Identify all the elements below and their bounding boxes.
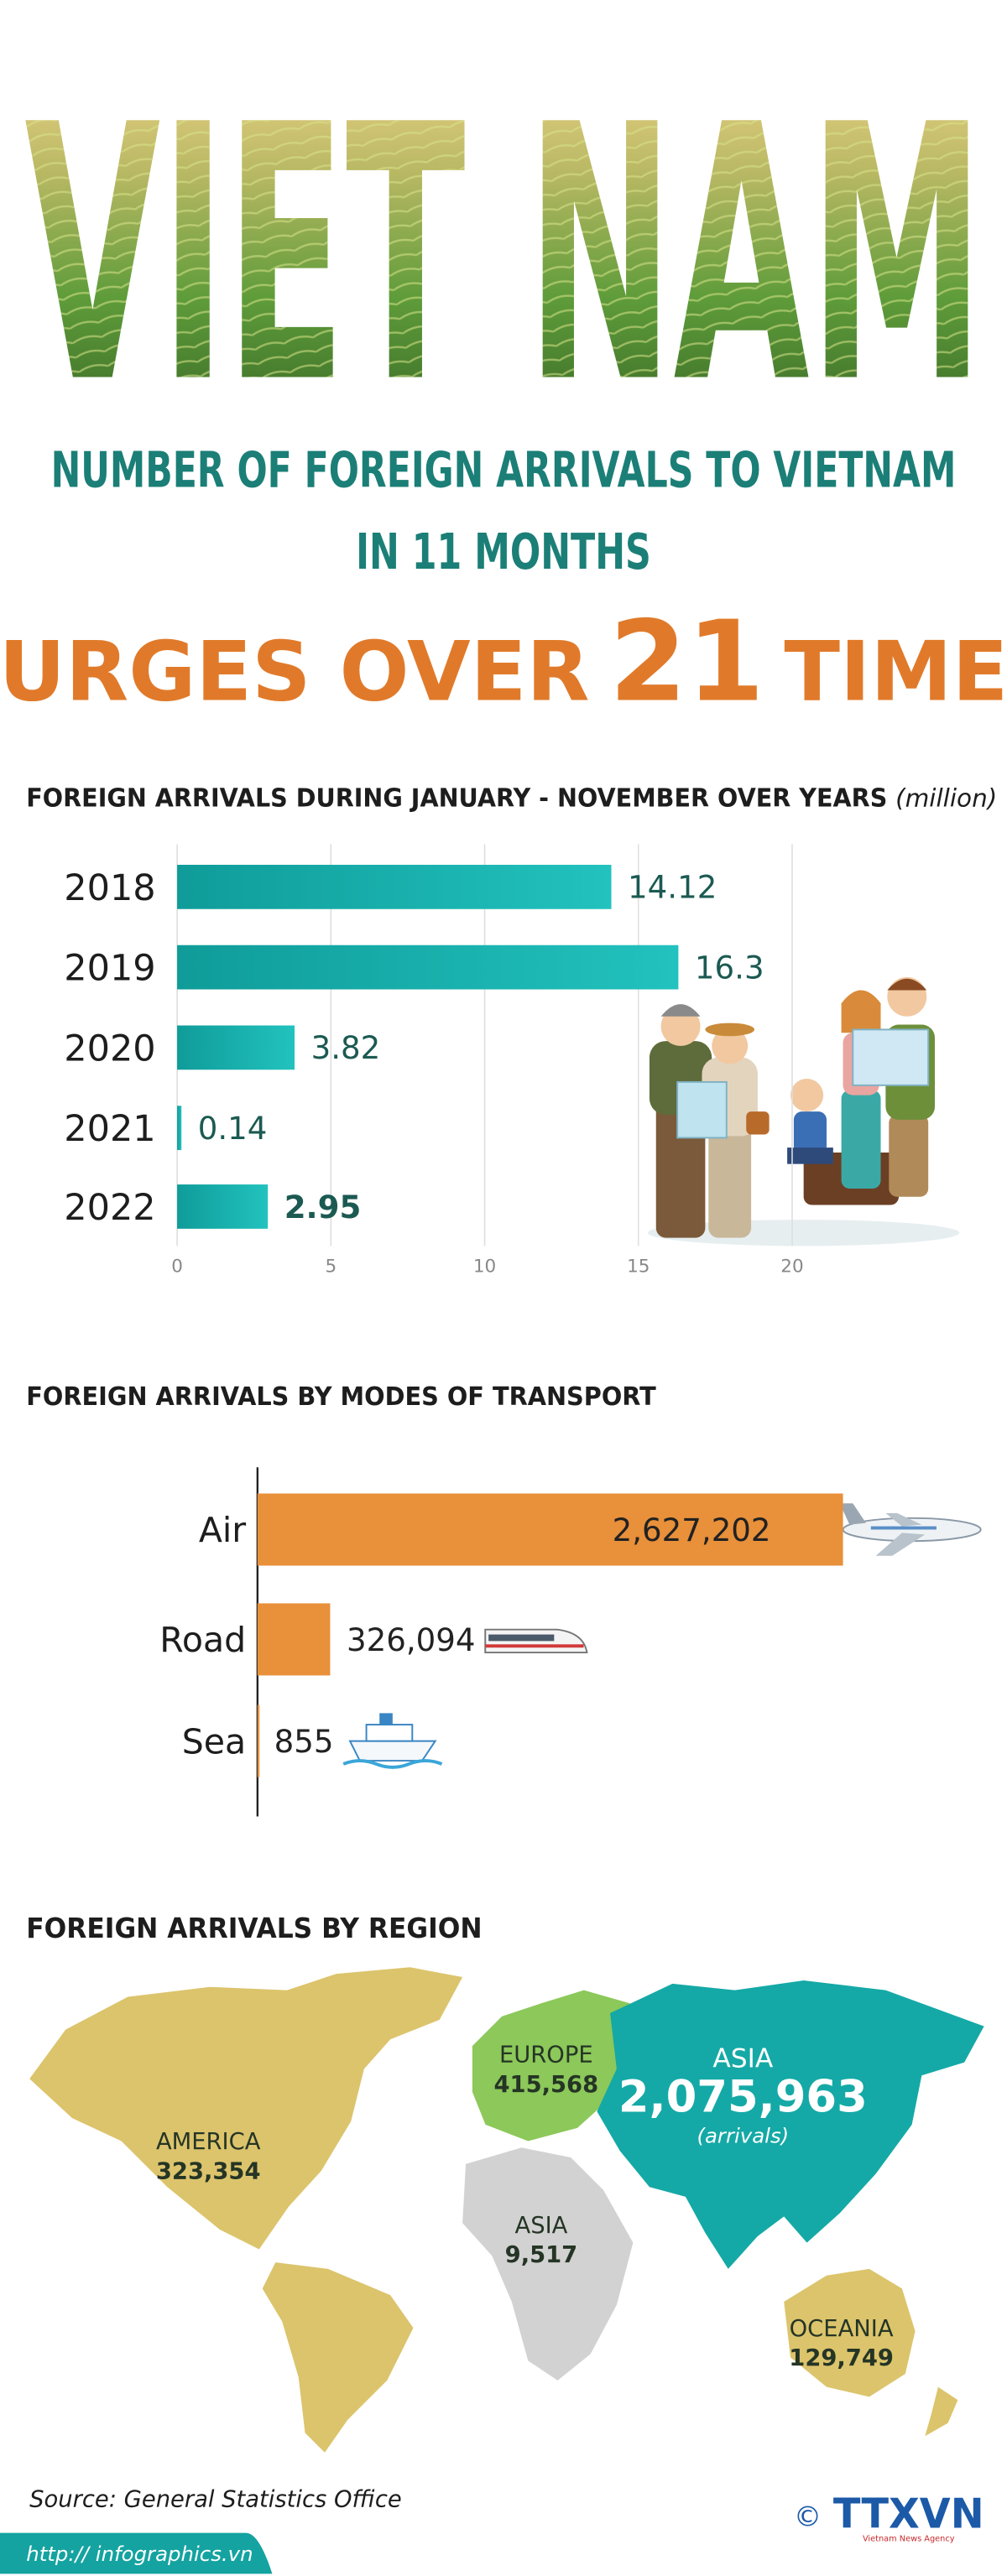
- category-label: Air: [199, 1510, 246, 1550]
- logo-copyright: ©: [794, 2501, 822, 2533]
- category-label: Road: [159, 1620, 246, 1660]
- x-tick-label: 0: [171, 1257, 183, 1278]
- highlight: SURGES OVER21TIMES: [0, 598, 1007, 727]
- highlight-number: 21: [609, 598, 764, 727]
- region-label: EUROPE: [499, 2043, 593, 2069]
- category-label: 2022: [64, 1187, 155, 1229]
- source: Source: General Statistics Office: [29, 2486, 402, 2512]
- region-africa: [462, 2147, 634, 2381]
- region-label: OCEANIA: [790, 2316, 894, 2342]
- hero-texture: VIET NAM: [24, 51, 984, 461]
- bar: [177, 864, 612, 909]
- value-label: 16.3: [695, 950, 764, 986]
- airplane-icon: [839, 1503, 982, 1556]
- value-label: 0.14: [198, 1111, 268, 1147]
- bar: [177, 1184, 269, 1229]
- region-value: 415,568: [494, 2072, 599, 2098]
- value-label: 855: [274, 1724, 334, 1760]
- region-label: ASIA: [515, 2213, 568, 2239]
- chart-title: FOREIGN ARRIVALS DURING JANUARY - NOVEMB…: [26, 784, 887, 814]
- x-tick-label: 5: [325, 1257, 337, 1278]
- bar: [177, 1106, 182, 1151]
- region-value: 129,749: [789, 2345, 894, 2371]
- highlight-text: TIMES: [784, 625, 1007, 721]
- ship-icon: [342, 1713, 443, 1769]
- category-label: Sea: [182, 1721, 246, 1762]
- chart-title: FOREIGN ARRIVALS BY MODES OF TRANSPORT: [26, 1382, 656, 1412]
- bar: [177, 1025, 295, 1070]
- bar: [257, 1603, 331, 1676]
- logo-tagline: Vietnam News Agency: [863, 2534, 955, 2543]
- region-asia: [597, 1980, 984, 2269]
- x-tick-label: 15: [627, 1257, 650, 1278]
- chart-title: FOREIGN ARRIVALS BY REGION: [26, 1912, 482, 1944]
- x-tick-label: 10: [473, 1257, 496, 1278]
- bar: [177, 945, 679, 990]
- region-annotation: (arrivals): [697, 2123, 789, 2147]
- category-label: 2019: [64, 948, 155, 990]
- category-label: 2020: [64, 1028, 155, 1069]
- headline: IN 11 MONTHS: [356, 523, 651, 580]
- value-label: 3.82: [311, 1030, 381, 1066]
- region-label: AMERICA: [156, 2129, 261, 2155]
- region-label: ASIA: [712, 2044, 773, 2074]
- headline: NUMBER OF FOREIGN ARRIVALS TO VIETNAM: [51, 441, 957, 498]
- bar: [257, 1704, 260, 1777]
- highlight-text: SURGES OVER: [0, 625, 590, 721]
- logo-name: TTXVN: [833, 2490, 984, 2538]
- value-label: 2.95: [284, 1189, 362, 1226]
- region-europe: [472, 1990, 630, 2141]
- category-label: 2018: [64, 867, 155, 909]
- footer-url[interactable]: http:// infographics.vn: [26, 2542, 253, 2566]
- hero-title: VIET NAM: [24, 51, 984, 461]
- footer-bar: [0, 2532, 273, 2574]
- region-value: 9,517: [505, 2242, 578, 2268]
- region-value: 2,075,963: [618, 2071, 868, 2122]
- value-label: 326,094: [347, 1622, 476, 1658]
- train-icon: [484, 1628, 588, 1654]
- value-label: 14.12: [628, 870, 717, 906]
- region-value: 323,354: [156, 2158, 261, 2184]
- region-america: [29, 1967, 463, 2453]
- chart-unit: (million): [895, 784, 997, 813]
- region-oceania: [784, 2268, 958, 2437]
- world-map: [29, 1967, 984, 2453]
- bar: [257, 1493, 843, 1566]
- category-label: 2021: [64, 1108, 155, 1150]
- x-tick-label: 20: [780, 1257, 803, 1278]
- value-label: 2,627,202: [613, 1512, 771, 1548]
- tourists-illustration: [647, 976, 960, 1246]
